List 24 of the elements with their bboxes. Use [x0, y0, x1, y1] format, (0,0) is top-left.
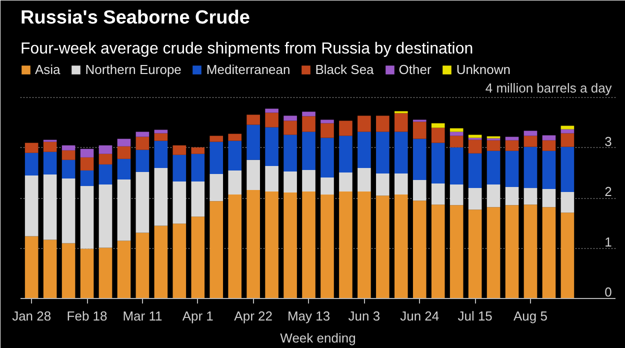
chart-title: Russia's Seaborne Crude	[20, 8, 250, 28]
x-tick-label: Jun 24	[400, 308, 440, 324]
y-tick-label: 4 million barrels a day	[485, 80, 612, 96]
x-axis-title: Week ending	[280, 330, 356, 346]
y-tick-label: 1	[604, 234, 612, 250]
x-tick-label: Feb 18	[66, 308, 108, 324]
x-tick-label: Jul 15	[458, 308, 492, 324]
legend-label: Unknown	[456, 62, 511, 77]
x-tick-label: Aug 5	[514, 308, 548, 324]
y-tick-label: 2	[604, 184, 612, 200]
x-tick-label: Mar 11	[122, 308, 162, 324]
y-tick-label: 0	[604, 284, 612, 300]
legend-label: Other	[398, 62, 432, 77]
x-tick-label: Apr 1	[182, 308, 214, 324]
x-tick-label: Apr 22	[234, 308, 272, 324]
legend-label: Black Sea	[315, 62, 374, 77]
x-tick-label: Jan 28	[12, 308, 52, 324]
legend-label: Asia	[35, 62, 60, 77]
legend-label: Mediterranean	[206, 62, 290, 77]
x-tick-label: May 13	[287, 308, 330, 324]
y-tick-label: 3	[604, 134, 612, 149]
legend-label: Northern Europe	[85, 62, 182, 77]
x-tick-label: Jun 3	[348, 308, 380, 324]
chart-subtitle: Four-week average crude shipments from Russia by destination	[20, 40, 474, 58]
